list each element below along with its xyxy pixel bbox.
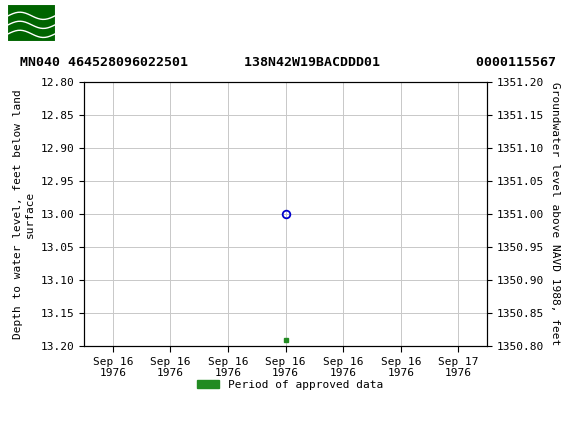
Text: MN040 464528096022501       138N42W19BACDDD01            0000115567: MN040 464528096022501 138N42W19BACDDD01 … bbox=[20, 56, 556, 69]
Y-axis label: Groundwater level above NAVD 1988, feet: Groundwater level above NAVD 1988, feet bbox=[550, 82, 560, 346]
Y-axis label: Depth to water level, feet below land
surface: Depth to water level, feet below land su… bbox=[13, 89, 35, 339]
Text: USGS: USGS bbox=[63, 14, 118, 31]
Legend: Period of approved data: Period of approved data bbox=[193, 375, 387, 394]
FancyBboxPatch shape bbox=[7, 3, 56, 42]
